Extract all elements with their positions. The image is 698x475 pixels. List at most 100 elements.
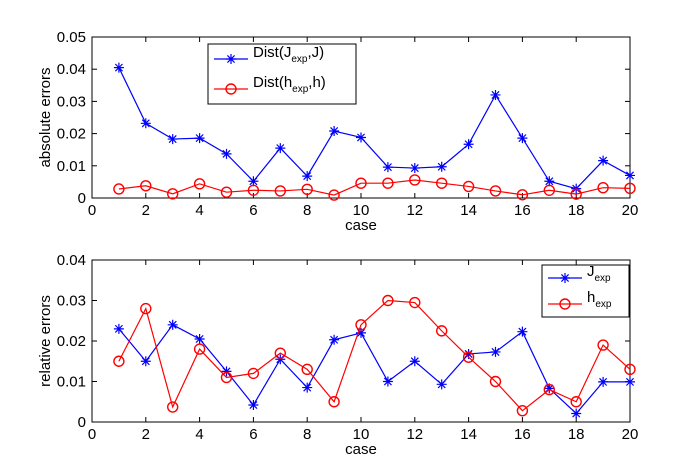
data-point (329, 126, 340, 137)
y-tick-label: 0.01 (57, 374, 86, 391)
x-tick-label: 16 (514, 202, 531, 219)
data-point (356, 132, 366, 143)
plot-area (91, 259, 631, 423)
legend-text-main: J (587, 263, 595, 280)
data-point (544, 176, 555, 187)
x-tick-label: 12 (406, 426, 423, 443)
data-point (194, 133, 205, 144)
chart-absolute-errors: 0 2 4 6 8 10 12 14 16 18 20 0 0.01 0.02 0.03 0.04 0.05 ca… (37, 29, 638, 234)
data-point (302, 382, 313, 393)
data-point (409, 163, 420, 174)
series-j-exp (113, 319, 635, 419)
x-tick-label: 6 (249, 202, 257, 219)
legend: Dist(Jexp,J)Dist(hexp,h) (207, 43, 357, 105)
legend-text-main: h (587, 289, 595, 306)
data-point (140, 302, 152, 315)
data-point (275, 143, 286, 154)
data-point (167, 319, 178, 330)
data-point (140, 180, 152, 192)
data-point (409, 296, 421, 309)
data-point (436, 177, 448, 189)
data-point (489, 185, 502, 197)
data-point (328, 189, 340, 201)
data-point (274, 185, 286, 197)
data-point (571, 408, 582, 419)
data-point (248, 176, 259, 187)
x-axis-label: case (345, 217, 377, 234)
y-tick-label: 0 (78, 414, 86, 431)
data-point (356, 327, 366, 338)
data-point (166, 188, 179, 200)
legend-text-sub: exp (595, 273, 612, 284)
data-point (625, 376, 635, 387)
y-tick-label: 0.02 (57, 333, 86, 350)
legend-marker (225, 83, 237, 95)
data-point (113, 323, 124, 334)
x-tick-label: 4 (195, 202, 203, 219)
chart-relative-errors: 0 2 4 6 8 10 12 14 16 18 20 0 0.01 0.02 0.03 0.04 case re… (37, 252, 638, 458)
legend-text-main: Dist(J (253, 44, 291, 61)
legend-entry: Dist(hexp,h) (253, 74, 326, 95)
data-point (113, 62, 124, 73)
data-point (301, 183, 313, 196)
data-point (113, 183, 125, 195)
x-tick-label: 4 (195, 426, 203, 443)
legend-entry: Dist(Jexp,J) (253, 44, 324, 65)
data-point (597, 181, 609, 194)
y-tick-label: 0.01 (57, 158, 86, 175)
y-tick-label: 0.04 (57, 252, 86, 269)
data-point (462, 351, 475, 363)
series-line (118, 324, 630, 415)
data-point (570, 396, 582, 408)
x-tick-label: 10 (353, 426, 370, 443)
data-point (248, 399, 259, 410)
legend-text-post: ,J) (307, 44, 324, 61)
data-point (355, 177, 367, 189)
data-point (409, 174, 421, 186)
data-point (490, 89, 501, 100)
data-point (490, 346, 501, 357)
data-point (166, 401, 179, 413)
y-axis-label: relative errors (37, 295, 54, 387)
y-tick-label: 0.03 (57, 293, 86, 310)
data-point (382, 162, 393, 173)
x-tick-label: 0 (88, 426, 96, 443)
y-tick-label: 0.04 (57, 61, 86, 78)
data-point (597, 339, 609, 351)
legend-text-sub: exp (292, 84, 309, 95)
data-point (489, 375, 502, 388)
legend-marker (559, 298, 571, 310)
data-point (598, 376, 609, 387)
data-point (301, 363, 313, 376)
series-dist-h-exp-h- (113, 174, 636, 201)
series-line (118, 67, 631, 190)
legend-text-post: ,h) (308, 74, 326, 91)
data-point (247, 367, 260, 380)
x-tick-label: 8 (303, 202, 311, 219)
data-point (625, 170, 635, 181)
data-point (140, 118, 151, 129)
x-tick-label: 20 (622, 202, 639, 219)
x-tick-label: 2 (142, 426, 150, 443)
x-tick-label: 2 (142, 202, 150, 219)
data-point (516, 189, 529, 201)
legend-entry: hexp (587, 289, 612, 310)
plot-area (91, 36, 631, 199)
x-tick-label: 14 (460, 202, 477, 219)
data-point (517, 133, 528, 144)
data-point (463, 348, 474, 359)
x-tick-label: 14 (460, 426, 477, 443)
data-point (355, 319, 367, 331)
data-point (193, 178, 206, 190)
legend-entry: Jexp (587, 263, 611, 284)
legend-box (541, 264, 630, 318)
x-tick-label: 8 (303, 426, 311, 443)
data-point (193, 343, 206, 355)
data-point (436, 379, 447, 390)
x-tick-label: 18 (568, 202, 585, 219)
data-point (275, 354, 286, 365)
data-point (463, 139, 474, 150)
y-tick-label: 0.02 (57, 126, 86, 143)
x-tick-label: 20 (622, 426, 639, 443)
x-axis-label: case (345, 441, 377, 458)
